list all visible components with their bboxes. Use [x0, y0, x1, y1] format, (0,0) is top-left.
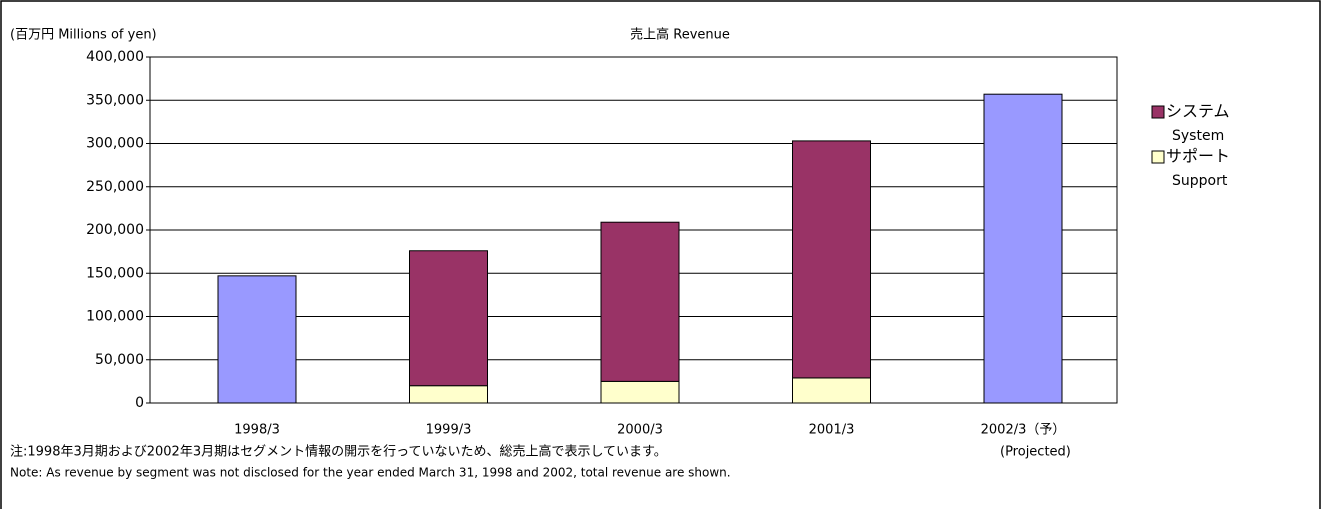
x-tick-label: 2000/3 [617, 423, 663, 438]
legend-label: Support [1172, 173, 1228, 189]
y-tick-label: 100,000 [86, 309, 144, 325]
x-tick-label: 1999/3 [426, 423, 472, 438]
x-tick-label: 1998/3 [234, 423, 280, 438]
note: Note: As revenue by segment was not disc… [10, 466, 731, 480]
y-tick-label: 150,000 [86, 265, 144, 281]
y-tick-label: 400,000 [86, 49, 144, 65]
bar-segment [600, 221, 680, 382]
bar-segment [409, 250, 488, 387]
chart-title: 売上高 Revenue [630, 27, 730, 43]
y-tick-label: 200,000 [86, 222, 144, 238]
bar-segment [409, 385, 488, 404]
y-axis-label: (百万円 Millions of yen) [10, 28, 157, 43]
bar-segment [792, 377, 871, 404]
x-tick-label: 2002/3（予） [981, 423, 1066, 438]
note: 注:1998年3月期および2002年3月期はセグメント情報の開示を行っていないた… [10, 444, 667, 460]
x-tick-label: 2001/3 [809, 423, 855, 438]
y-tick-label: 50,000 [95, 352, 144, 368]
projected-label: (Projected) [1000, 445, 1071, 460]
bar-segment [600, 380, 680, 404]
y-tick-label: 350,000 [86, 92, 144, 108]
bar-segment [792, 140, 871, 379]
y-tick-label: 250,000 [86, 179, 144, 195]
legend-swatch [1151, 150, 1165, 164]
y-tick-label: 300,000 [86, 136, 144, 152]
legend-label: システム [1166, 102, 1230, 121]
legend-label: System [1172, 128, 1224, 144]
legend-label: サポート [1166, 147, 1230, 166]
legend-swatch [1151, 105, 1165, 119]
y-tick-label: 0 [135, 395, 144, 411]
bar-segment [983, 93, 1063, 404]
bar-segment [217, 275, 297, 404]
